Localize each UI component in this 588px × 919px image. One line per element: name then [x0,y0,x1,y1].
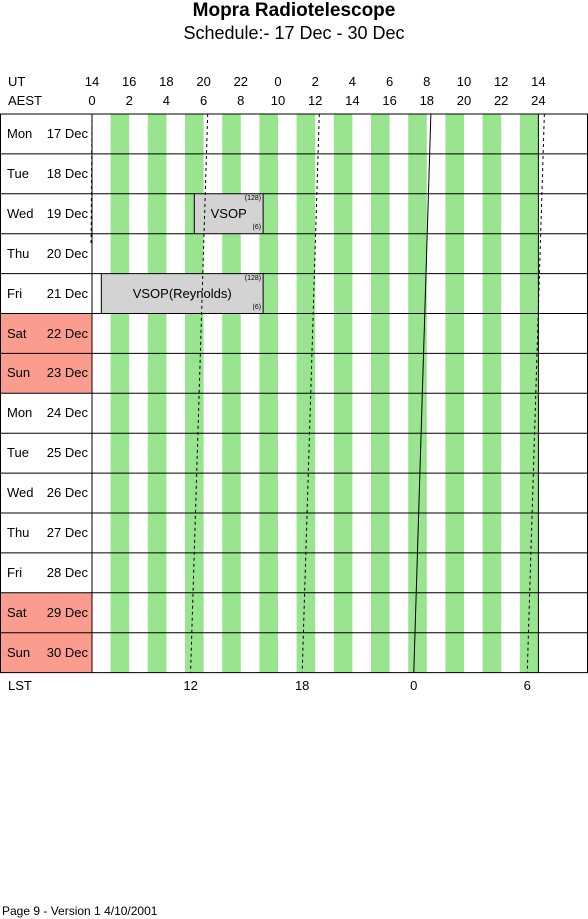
booking-label: VSOP(Reynolds) [132,285,232,301]
ut-tick-label: 22 [233,74,249,89]
aest-tick-label: 0 [88,93,96,108]
booking-label: VSOP [210,205,247,221]
booking-channels: (6) [252,303,262,311]
lst-line [90,113,93,246]
weekend-cell [0,353,92,394]
day-of-week-label: Tue [7,445,29,461]
day-of-week-label: Sat [7,604,27,620]
lst-tick-label: 0 [410,678,418,693]
aest-tick-label: 16 [382,93,397,108]
aest-tick-label: 18 [419,93,435,108]
booking-block [194,193,264,234]
lst-tick-label: 18 [294,678,310,693]
booking-block [101,273,264,314]
footer-version: Page 9 - Version 1 4/10/2001 [2,904,158,918]
day-of-week-label: Mon [7,405,33,421]
ut-tick-label: 10 [456,74,472,89]
ut-tick-label: 16 [121,74,137,89]
ut-tick-label: 18 [159,74,174,89]
booking-bandwidth: (128) [244,194,262,202]
day-date-label: 24 Dec [46,405,88,421]
ut-tick-label: 20 [196,74,211,89]
aest-tick-label: 22 [493,93,509,108]
day-of-week-label: Sun [7,644,31,660]
day-of-week-label: Fri [7,564,23,580]
page-subtitle: Schedule:- 17 Dec - 30 Dec [183,23,405,43]
day-of-week-label: Wed [7,205,34,221]
day-date-label: 23 Dec [46,365,88,381]
day-of-week-label: Sat [7,325,27,341]
ut-tick-label: 2 [311,74,319,89]
weekend-cell [0,592,92,633]
ut-tick-label: 8 [423,74,431,89]
booking-channels: (6) [252,223,262,231]
lst-tick-label: 6 [523,678,531,693]
day-of-week-label: Tue [7,165,29,181]
day-date-label: 19 Dec [46,205,88,221]
ut-tick-label: 12 [493,74,509,89]
ut-tick-label: 14 [84,74,100,89]
day-date-label: 25 Dec [46,445,88,461]
day-date-label: 27 Dec [46,525,88,540]
lst-axis-label: LST [8,678,32,693]
ut-tick-label: 4 [348,74,356,89]
weekend-cell [0,313,92,354]
day-date-label: 26 Dec [46,485,88,501]
day-date-label: 20 Dec [46,245,88,261]
aest-tick-label: 2 [125,93,133,108]
aest-tick-label: 24 [531,93,546,108]
aest-tick-label: 6 [199,93,208,108]
ut-tick-label: 0 [274,74,282,89]
aest-tick-label: 4 [162,93,170,108]
weekend-cell [0,632,92,673]
ut-tick-label: 14 [531,74,546,89]
ut-tick-label: 6 [385,74,394,89]
day-of-week-label: Thu [7,525,30,540]
day-date-label: 28 Dec [46,564,88,580]
aest-tick-label: 20 [456,93,472,108]
page-title: Mopra Radiotelescope [192,0,396,21]
day-date-label: 18 Dec [46,165,88,181]
day-of-week-label: Sun [7,365,31,381]
lst-tick-label: 12 [183,678,198,693]
day-date-label: 22 Dec [46,325,88,341]
day-of-week-label: Fri [7,285,23,301]
aest-axis-label: AEST [8,93,42,108]
lst-line [413,113,432,673]
aest-tick-label: 12 [307,93,323,108]
day-date-label: 17 Dec [46,126,88,141]
aest-tick-label: 8 [237,93,245,108]
day-of-week-label: Thu [7,245,30,261]
day-of-week-label: Wed [7,485,34,501]
aest-tick-label: 14 [345,93,360,108]
day-date-label: 29 Dec [46,604,88,620]
aest-tick-label: 10 [270,93,286,108]
booking-bandwidth: (128) [244,274,262,282]
ut-axis-label: UT [8,74,26,89]
day-date-label: 30 Dec [46,644,88,660]
day-date-label: 21 Dec [46,285,88,301]
day-of-week-label: Mon [7,126,33,141]
